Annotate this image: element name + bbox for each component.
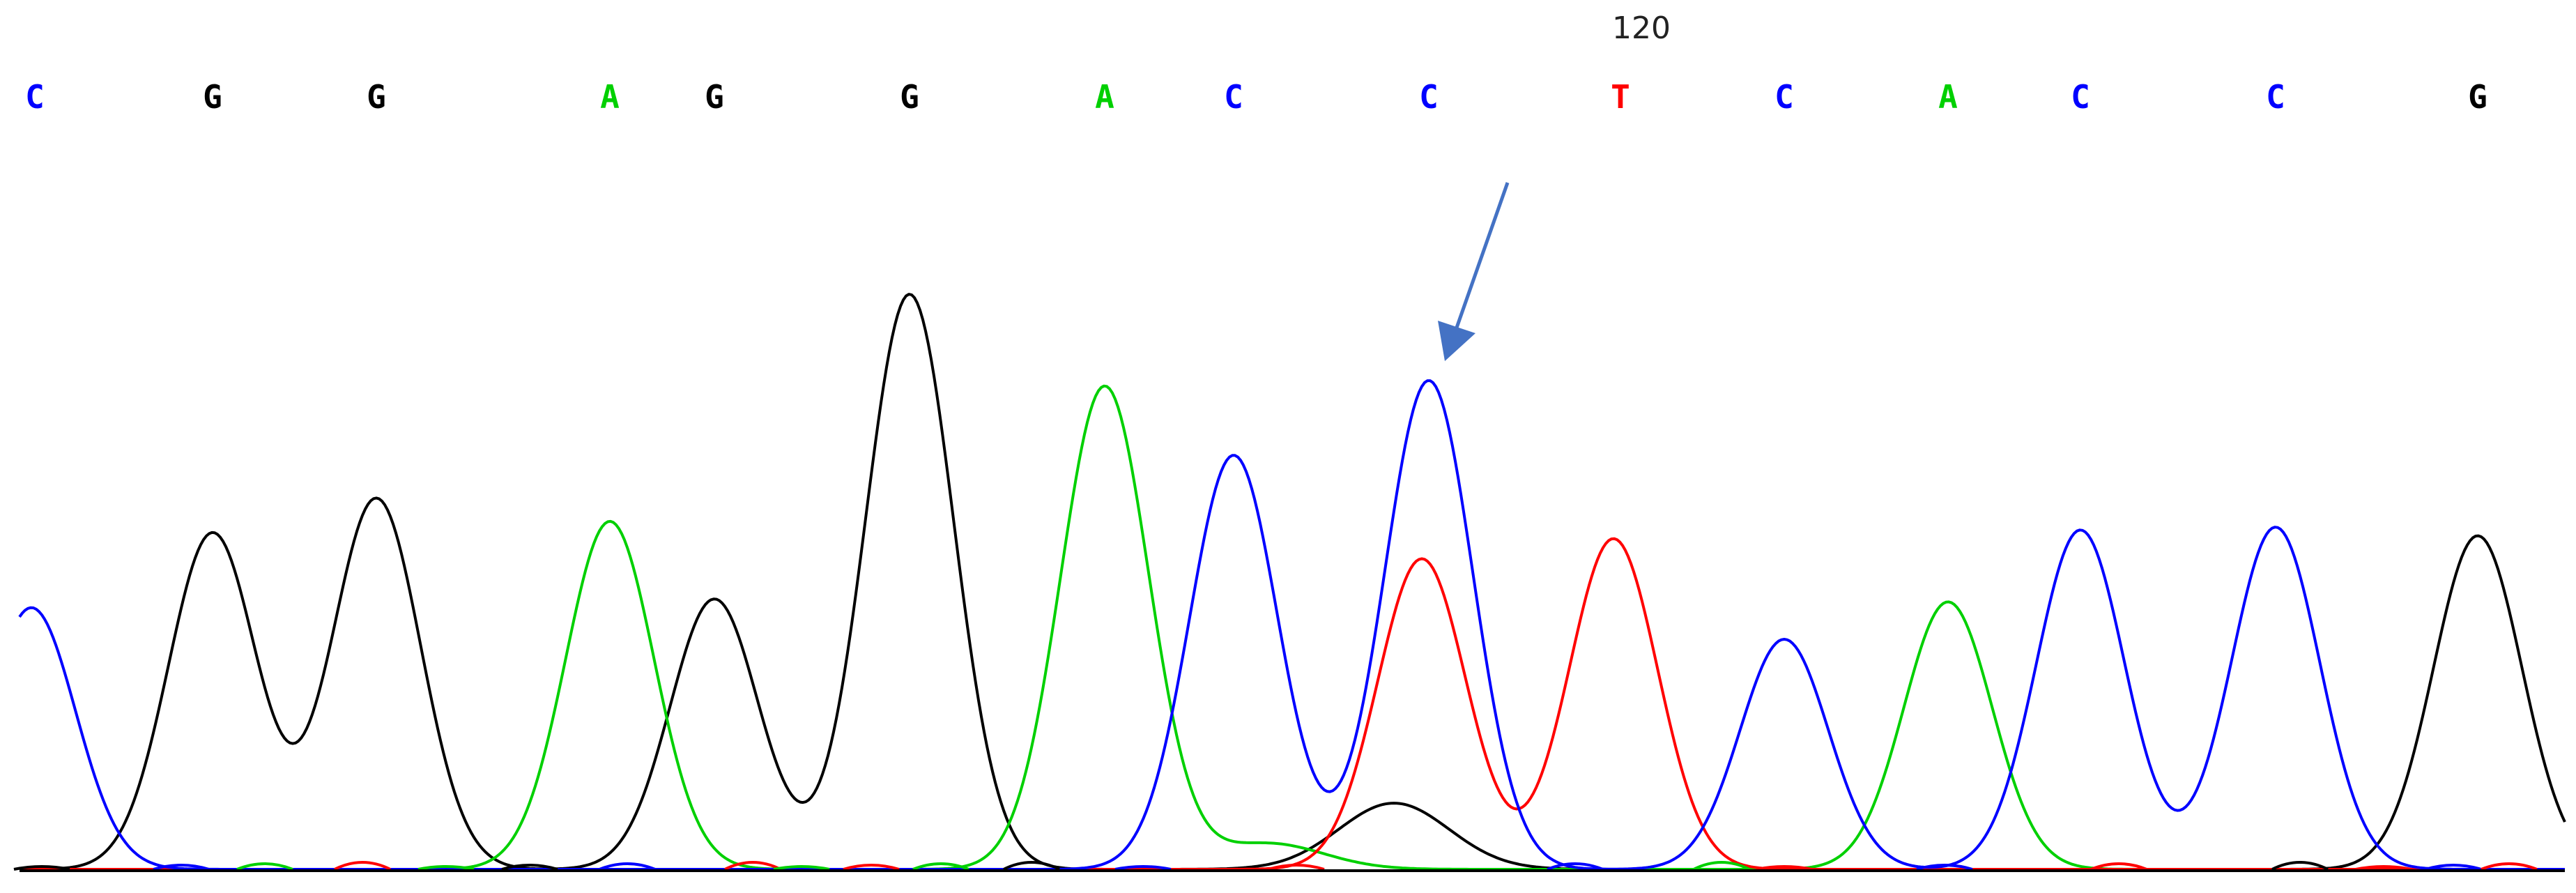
noise-A	[912, 862, 969, 871]
base-call-label: G	[367, 78, 386, 116]
trace-T	[20, 537, 2565, 871]
noise-C	[599, 862, 656, 871]
noise-A	[773, 865, 830, 871]
base-call-label: G	[203, 78, 222, 116]
noise-T	[2481, 862, 2538, 871]
noise-A	[1693, 861, 1750, 871]
base-call-label: C	[1224, 78, 1243, 116]
trace-G	[20, 293, 2566, 871]
base-call-label: A	[600, 78, 620, 116]
base-call-label: A	[1095, 78, 1114, 116]
trace-C	[18, 379, 2565, 871]
base-call-label: C	[2071, 78, 2090, 116]
noise-T	[843, 864, 900, 871]
noise-T	[2090, 862, 2147, 871]
noise-T	[2355, 865, 2412, 871]
noise-C	[1114, 865, 1172, 871]
noise-T	[334, 861, 391, 871]
base-call-label: G	[705, 78, 724, 116]
noise-G	[1003, 861, 1060, 871]
noise-A	[236, 862, 293, 871]
noise-C	[2425, 864, 2482, 871]
base-call-label: A	[1938, 78, 1958, 116]
noise-A	[417, 865, 475, 871]
noise-G	[501, 864, 558, 871]
noise-T	[1756, 865, 1813, 871]
baseline-noise	[13, 861, 2538, 871]
mutation-arrow-icon	[1438, 182, 1510, 361]
noise-T	[724, 861, 781, 871]
noise-G	[2271, 861, 2329, 871]
noise-G	[13, 865, 70, 871]
trace-A	[20, 384, 2565, 871]
base-call-label: C	[25, 78, 45, 116]
base-call-label: C	[1774, 78, 1794, 116]
noise-C	[153, 864, 210, 871]
base-call-label: C	[2266, 78, 2285, 116]
trace-lines	[18, 293, 2566, 871]
base-call-label: G	[900, 78, 919, 116]
noise-C	[1547, 862, 1604, 871]
base-call-label: T	[1611, 78, 1630, 116]
noise-T	[1268, 864, 1325, 871]
position-marker-120: 120	[1612, 10, 1671, 46]
arrow-head	[1438, 321, 1475, 361]
base-call-label: G	[2468, 78, 2487, 116]
base-call-label: C	[1419, 78, 1439, 116]
noise-C	[1916, 864, 1973, 871]
arrow-shaft	[1455, 182, 1510, 328]
